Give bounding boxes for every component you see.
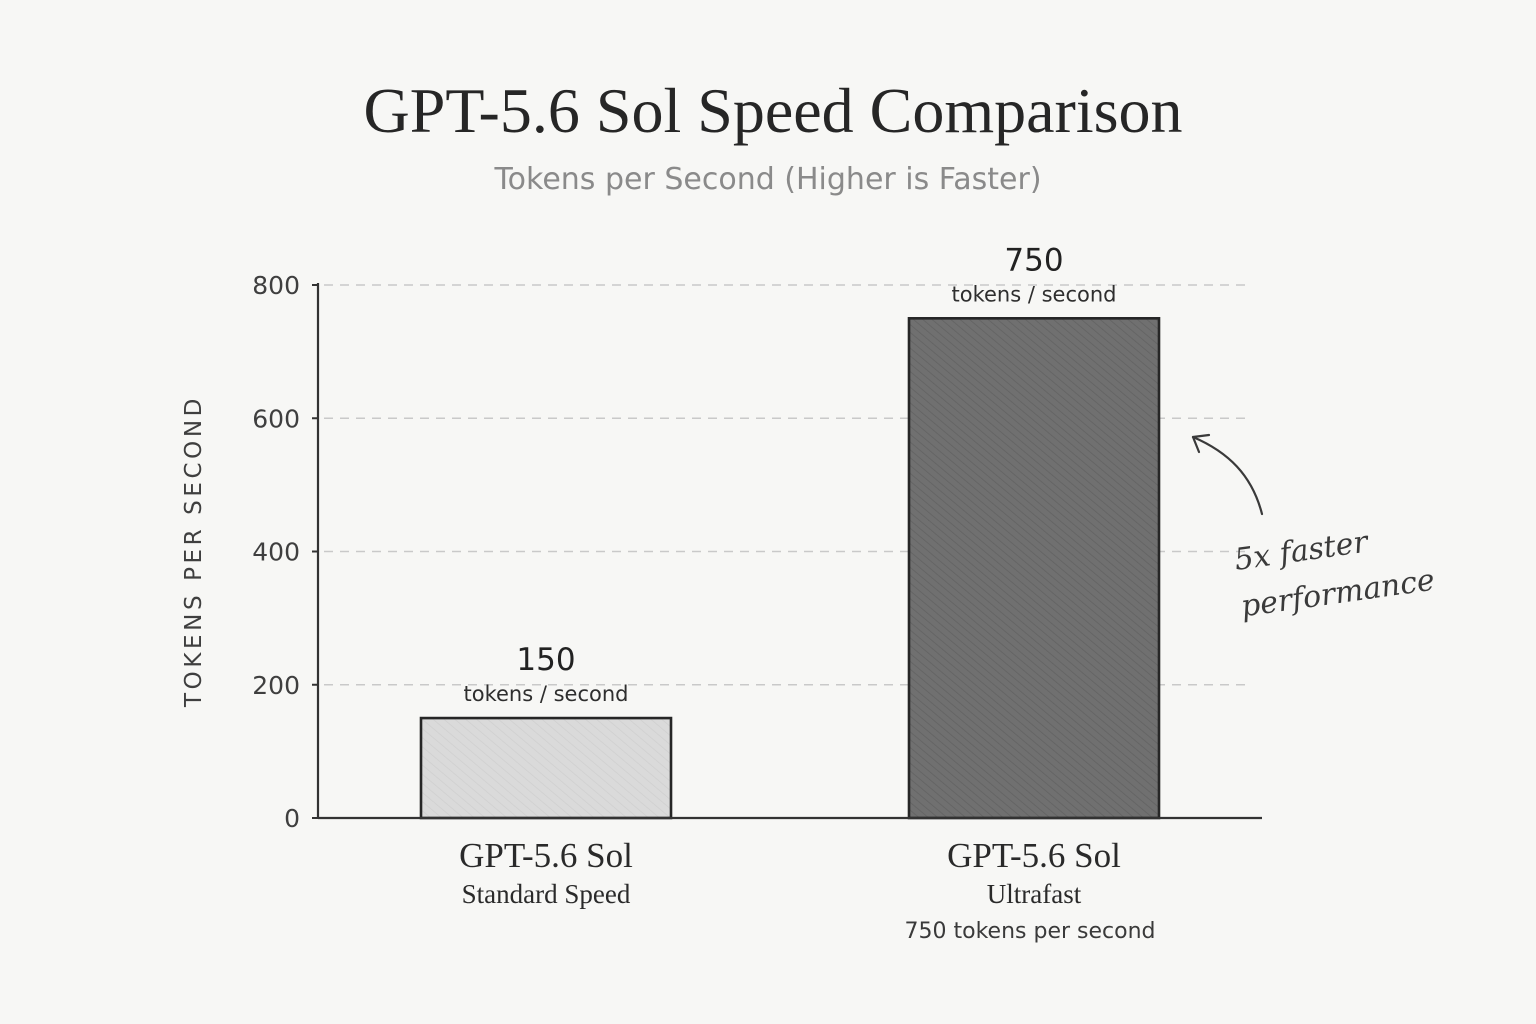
chart-subtitle: Tokens per Second (Higher is Faster) [493,162,1041,197]
category-subtitle: Standard Speed [462,879,631,909]
bar-2 [907,317,1161,820]
bar-texture [421,718,671,818]
bar-texture [909,318,1159,818]
annotation-text: 5x faster performance [1232,516,1437,624]
category-name: GPT-5.6 Sol [459,836,633,875]
category-name: GPT-5.6 Sol [947,836,1121,875]
y-tick-label: 600 [252,404,300,433]
bar-1 [419,716,673,820]
bar-value-label: 150 [516,642,575,678]
speedup-annotation: 5x faster performance [1191,433,1437,624]
y-tick-label: 200 [252,671,300,700]
category-subtitle: Ultrafast [987,879,1082,909]
bar-unit-label: tokens / second [464,682,629,706]
bars [419,317,1161,820]
category-note: 750 tokens per second [905,919,1156,944]
y-tick-label: 800 [252,271,300,300]
annotation-line-1: 5x faster [1232,524,1371,578]
x-axis-categories: GPT-5.6 Sol Standard Speed GPT-5.6 Sol Ultr… [459,836,1155,944]
y-tick-label: 0 [284,804,300,833]
y-axis-ticks: 0 200 400 600 800 [252,271,318,833]
bar-unit-label: tokens / second [952,282,1117,306]
chart-title: GPT-5.6 Sol Speed Comparison [364,75,1183,146]
bar-value-label: 750 [1004,242,1063,278]
y-axis-label: TOKENS PER SECOND [181,395,207,708]
annotation-arrow [1191,435,1264,516]
bar-labels: 150 tokens / second 750 tokens / second [464,242,1117,706]
annotation-arrowhead [1191,433,1211,454]
y-tick-label: 400 [252,538,300,567]
